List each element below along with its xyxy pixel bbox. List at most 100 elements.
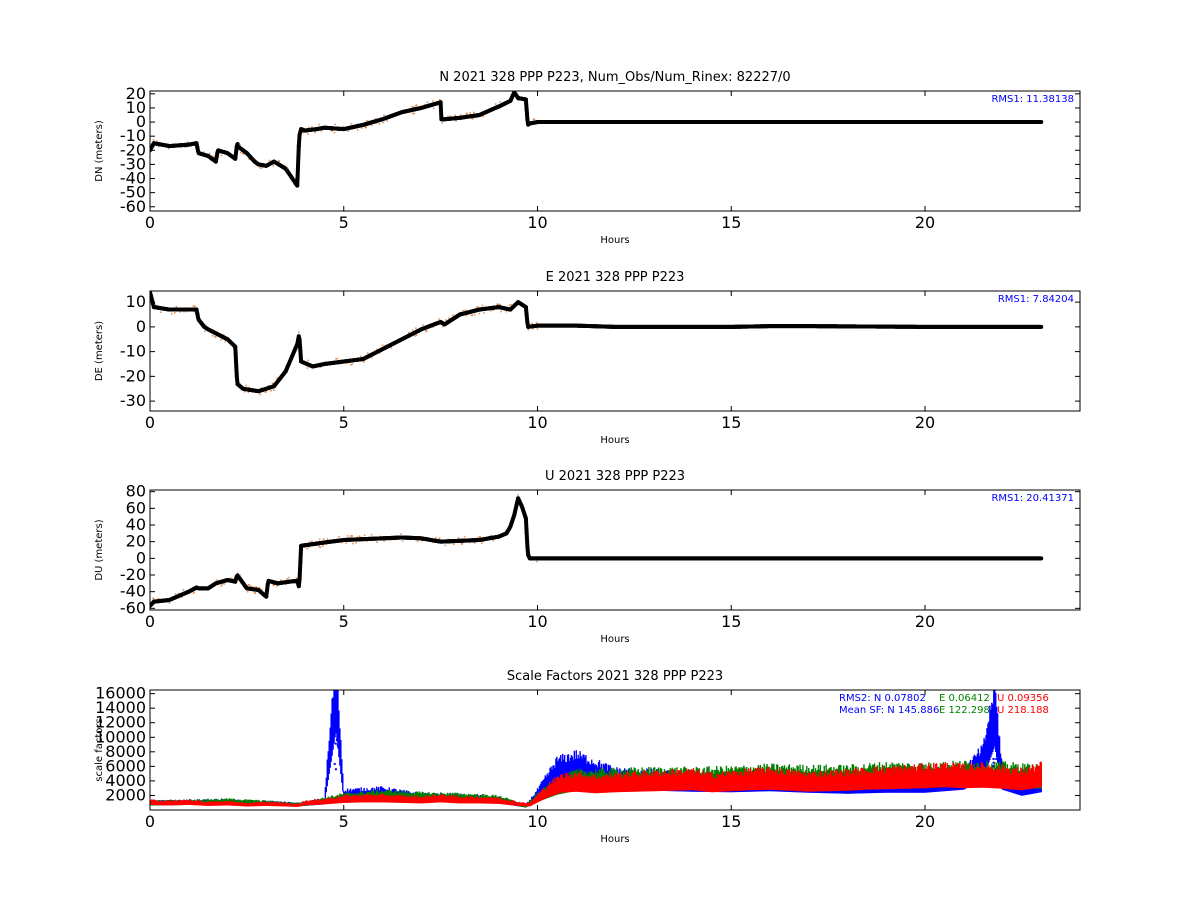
- outlier-point: [248, 158, 250, 160]
- outlier-point: [351, 363, 354, 366]
- outlier-point: [311, 540, 313, 543]
- outlier-point: [469, 112, 471, 114]
- outlier-point: [157, 145, 160, 148]
- outlier-point: [268, 159, 271, 162]
- outlier-point: [276, 585, 278, 587]
- outlier-point: [322, 545, 324, 547]
- x-tick-label: 0: [145, 213, 155, 232]
- y-axis-label: DN (meters): [94, 120, 105, 182]
- track-segment: [295, 163, 301, 188]
- outlier-point: [444, 544, 447, 547]
- outlier-point: [376, 541, 378, 543]
- outlier-point: [215, 579, 218, 581]
- outlier-point: [342, 125, 344, 128]
- outlier-point: [432, 107, 435, 110]
- outlier-point: [492, 539, 495, 542]
- outlier-point: [411, 329, 414, 332]
- outlier-point: [505, 310, 508, 313]
- outlier-point: [492, 309, 495, 312]
- outlier-point: [260, 387, 263, 389]
- outlier-point: [280, 579, 282, 581]
- rms-annotation: RMS1: 20.41371: [991, 493, 1074, 504]
- outlier-point: [415, 104, 418, 106]
- outlier-point: [318, 538, 321, 541]
- x-tick-label: 20: [915, 413, 935, 432]
- y-tick-label: 0: [136, 112, 146, 131]
- outlier-point: [532, 328, 534, 330]
- outlier-point: [311, 126, 313, 128]
- outlier-point: [331, 130, 333, 132]
- data-points: [150, 291, 1044, 396]
- outlier-point: [294, 582, 297, 584]
- x-tick-label: 15: [721, 213, 741, 232]
- outlier-point: [370, 533, 373, 536]
- outlier-point: [422, 324, 424, 326]
- outlier-point: [351, 535, 354, 537]
- outlier-point: [179, 311, 182, 313]
- y-tick-label: 10: [126, 98, 146, 117]
- outlier-point: [347, 130, 350, 132]
- outlier-point: [381, 344, 384, 347]
- outlier-point: [276, 377, 278, 379]
- outlier-point: [286, 578, 288, 580]
- outlier-point: [355, 541, 357, 544]
- rms-annotation: RMS1: 7.84204: [998, 294, 1074, 305]
- outlier-point: [220, 154, 223, 157]
- outlier-point: [445, 319, 447, 321]
- outlier-point: [439, 98, 441, 101]
- axes-frame: [149, 90, 1081, 212]
- track-segment: [233, 344, 239, 364]
- outlier-point: [366, 352, 369, 354]
- outlier-point: [308, 126, 310, 129]
- y-tick-label: -40: [120, 169, 146, 188]
- outlier-point: [459, 114, 462, 116]
- outlier-point: [382, 121, 385, 124]
- outlier-point: [308, 546, 310, 548]
- outlier-point: [160, 311, 162, 313]
- outlier-point: [220, 585, 223, 587]
- outlier-point: [432, 100, 434, 102]
- outlier-point: [220, 338, 223, 341]
- y-tick-label: -60: [120, 197, 146, 216]
- outlier-point: [192, 592, 195, 595]
- outlier-point: [465, 314, 467, 317]
- x-tick-label: 5: [339, 612, 349, 631]
- y-tick-label: -30: [120, 154, 146, 173]
- outlier-point: [253, 586, 255, 589]
- subplot-title: N 2021 328 PPP P223, Num_Obs/Num_Rinex: …: [439, 70, 790, 85]
- y-tick-label: 0: [136, 317, 146, 336]
- track-segment: [298, 543, 304, 565]
- outlier-point: [306, 367, 309, 369]
- axes-frame: [149, 290, 1081, 412]
- outlier-point: [211, 155, 214, 158]
- track-segment: [296, 144, 301, 168]
- outlier-point: [192, 305, 195, 307]
- data-points: [150, 690, 1042, 808]
- outlier-point: [356, 129, 359, 131]
- outlier-point: [255, 586, 257, 588]
- outlier-point: [378, 123, 381, 125]
- subplot-4: 0 5 10 15 2016000140001200010000800060004000…: [94, 669, 1081, 845]
- outlier-point: [383, 540, 385, 542]
- subplot-title: E 2021 328 PPP P223: [546, 270, 685, 285]
- outlier-point: [287, 167, 289, 170]
- outlier-point: [499, 101, 502, 103]
- outlier-point: [319, 366, 322, 369]
- track-segment: [297, 560, 303, 582]
- outlier-point: [254, 158, 257, 161]
- outlier-point: [287, 576, 290, 579]
- outlier-point: [318, 123, 320, 126]
- outlier-point: [482, 115, 485, 118]
- outlier-point: [425, 329, 428, 332]
- y-tick-label: 60: [126, 498, 146, 517]
- outlier-point: [307, 133, 309, 135]
- y-tick-label: 40: [126, 515, 146, 534]
- outlier-point: [466, 112, 468, 115]
- outlier-point: [193, 591, 195, 593]
- outlier-point: [245, 384, 247, 387]
- outlier-point: [259, 393, 261, 396]
- outlier-point: [260, 588, 263, 591]
- outlier-point: [320, 130, 323, 132]
- outlier-point: [360, 127, 363, 129]
- outlier-point: [481, 304, 484, 307]
